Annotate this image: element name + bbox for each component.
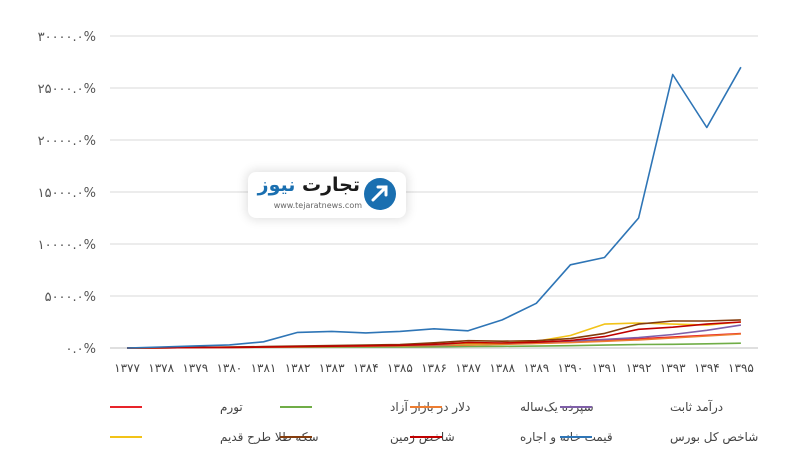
logo-word-news: نیوز [257, 174, 296, 196]
legend-label: درآمد ثابت [670, 399, 723, 415]
logo-word-tejarat: تجارت [302, 174, 360, 196]
legend-label: تورم [220, 400, 243, 415]
x-tick-label: ۱۳۷۷ [114, 361, 140, 375]
x-tick-label: ۱۳۹۴ [694, 361, 720, 375]
legend-label: سپرده یک‌ساله [520, 400, 594, 415]
x-tick-label: ۱۳۸۲ [285, 361, 311, 375]
x-tick-label: ۱۳۸۸ [489, 361, 515, 375]
x-tick-label: ۱۳۹۳ [660, 361, 686, 375]
x-tick-label: ۱۳۷۸ [148, 361, 174, 375]
y-tick-label: ۰.۰% [66, 342, 96, 357]
x-tick-label: ۱۳۸۶ [421, 361, 447, 375]
x-tick-label: ۱۳۹۲ [626, 361, 652, 375]
logo-url: www.tejaratnews.com [273, 201, 362, 210]
tejarat-news-logo: تجارت نیوز www.tejaratnews.com [248, 172, 406, 218]
logo-wordmark: تجارت نیوز [254, 174, 360, 196]
y-tick-label: ۲۰۰۰۰.۰% [38, 134, 96, 149]
legend-label: سکه طلا طرح قدیم [220, 430, 319, 445]
x-tick-label: ۱۳۸۴ [353, 361, 379, 375]
series-line [127, 321, 741, 349]
y-tick-label: ۱۰۰۰۰.۰% [38, 238, 96, 253]
x-tick-label: ۱۳۹۵ [728, 361, 754, 375]
x-tick-label: ۱۳۸۹ [523, 361, 549, 375]
x-tick-label: ۱۳۸۳ [319, 361, 345, 375]
x-tick-label: ۱۳۸۱ [251, 361, 277, 375]
x-tick-label: ۱۳۸۵ [387, 361, 413, 375]
y-tick-label: ۳۰۰۰۰.۰% [38, 30, 96, 45]
series-line [127, 66, 742, 349]
y-tick-label: ۵۰۰۰.۰% [45, 290, 96, 305]
y-tick-label: ۱۵۰۰۰.۰% [38, 186, 96, 201]
x-tick-label: ۱۳۸۷ [455, 361, 481, 375]
x-tick-label: ۱۳۸۰ [216, 361, 242, 375]
logo-emblem-icon [364, 178, 396, 210]
y-tick-label: ۲۵۰۰۰.۰% [38, 82, 96, 97]
legend-label: شاخص کل بورس [670, 430, 758, 445]
x-tick-label: ۱۳۷۹ [182, 361, 208, 375]
x-tick-label: ۱۳۹۰ [558, 361, 584, 375]
x-tick-label: ۱۳۹۱ [592, 361, 618, 375]
